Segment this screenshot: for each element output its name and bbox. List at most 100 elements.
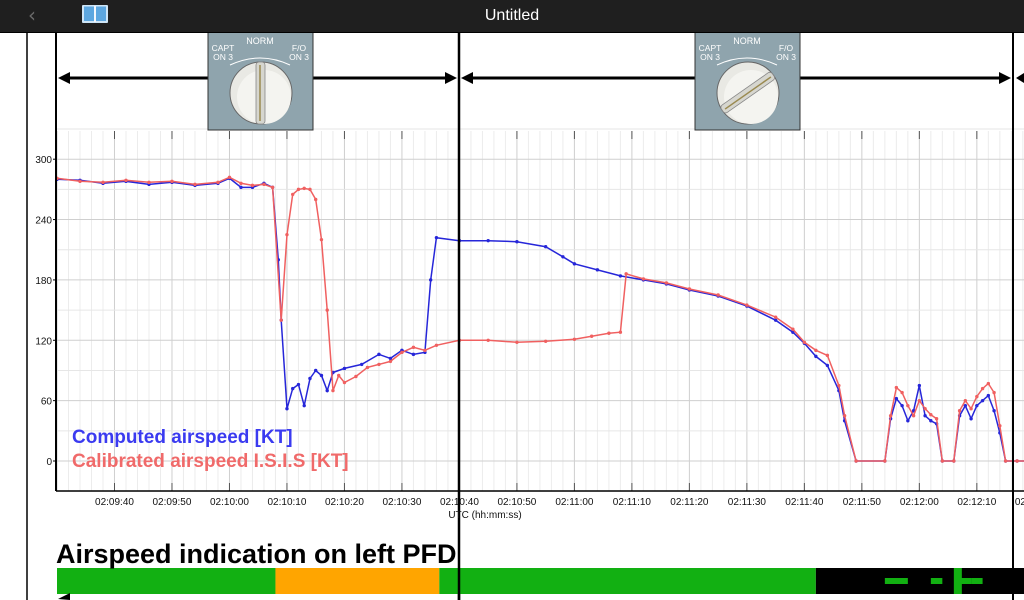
- knob-label-fo-on3: ON 3: [776, 52, 796, 62]
- data-point-1: [911, 414, 916, 418]
- data-point-0: [825, 363, 830, 368]
- data-point-0: [595, 268, 600, 272]
- data-point-1: [1003, 459, 1008, 463]
- pfd-blip: [953, 568, 962, 594]
- x-tick-label: 02:10:20: [325, 497, 364, 508]
- phase-arrow-1-head-right: [445, 72, 457, 84]
- y-tick-label: 300: [35, 155, 52, 166]
- data-point-1: [515, 340, 519, 344]
- phase-arrow-2-head-right: [999, 72, 1011, 84]
- data-point-1: [302, 186, 306, 191]
- data-point-1: [170, 179, 174, 184]
- data-point-1: [745, 303, 749, 307]
- chevron-left-icon[interactable]: ‹: [28, 3, 36, 27]
- data-point-1: [992, 390, 996, 395]
- x-tick-label: 02:12:00: [900, 497, 939, 508]
- knob-label-fo: F/O: [292, 43, 307, 53]
- data-point-0: [291, 386, 295, 391]
- x-tick-label: 02:11:30: [728, 497, 767, 508]
- data-point-1: [624, 272, 628, 276]
- data-point-1: [101, 180, 105, 185]
- data-point-1: [388, 359, 393, 364]
- data-point-1: [285, 232, 289, 237]
- data-point-1: [618, 330, 623, 334]
- x-tick-label: 02:11:20: [670, 497, 709, 508]
- data-point-0: [308, 376, 312, 381]
- data-point-1: [894, 385, 899, 390]
- book-icon[interactable]: [82, 4, 108, 24]
- data-point-0: [486, 238, 490, 243]
- data-point-0: [434, 235, 439, 240]
- data-point-1: [940, 459, 945, 463]
- data-point-1: [802, 340, 807, 344]
- data-point-1: [411, 345, 416, 350]
- data-point-1: [641, 277, 646, 281]
- data-point-1: [664, 281, 669, 285]
- x-tick-label: 02:10:30: [382, 497, 421, 508]
- data-point-1: [543, 339, 548, 343]
- data-point-1: [193, 182, 197, 187]
- data-point-0: [980, 398, 985, 403]
- data-point-1: [1015, 459, 1019, 463]
- data-point-1: [998, 424, 1002, 428]
- pfd-arrow-head: [58, 593, 70, 600]
- data-point-1: [365, 365, 370, 370]
- data-point-1: [842, 414, 847, 418]
- x-tick-label: 02:12:10: [957, 497, 996, 508]
- x-tick-label: 02:10:10: [267, 497, 306, 508]
- y-tick-label: 240: [35, 216, 52, 227]
- data-point-1: [337, 373, 341, 378]
- knob-label-capt-on3: ON 3: [700, 52, 720, 62]
- title-bar: ‹ Untitled: [0, 0, 1024, 33]
- data-point-1: [986, 381, 991, 386]
- airspeed-chart: 0 60 120 180 240 300 02:09:40 02:09:50 02:10:00…: [26, 33, 1024, 600]
- data-point-1: [906, 403, 910, 408]
- data-point-0: [314, 368, 318, 373]
- data-point-1: [296, 187, 301, 192]
- data-point-0: [239, 185, 243, 190]
- data-point-0: [296, 382, 301, 387]
- data-point-1: [825, 353, 830, 358]
- data-point-1: [888, 414, 893, 418]
- data-point-1: [216, 180, 220, 185]
- data-point-0: [388, 356, 393, 361]
- data-point-0: [285, 406, 289, 411]
- document-page: 0 60 120 180 240 300 02:09:40 02:09:50 02:10:00…: [0, 33, 1024, 600]
- data-point-1: [975, 394, 979, 399]
- data-point-1: [883, 459, 887, 463]
- data-point-1: [325, 308, 329, 312]
- data-point-1: [589, 334, 594, 338]
- data-point-1: [124, 178, 128, 183]
- data-point-1: [147, 180, 151, 185]
- data-point-1: [791, 327, 795, 331]
- data-point-0: [411, 352, 416, 357]
- phase-arrow-2-head-left: [461, 72, 473, 84]
- x-axis-label: UTC (hh:mm:ss): [448, 510, 522, 521]
- air-data-selector-knob: AIR DATANORMCAPTON 3F/OON 3: [694, 33, 801, 131]
- phase-arrow-1-head-left: [58, 72, 70, 84]
- data-point-0: [543, 245, 548, 249]
- data-point-0: [515, 239, 519, 244]
- data-point-1: [929, 413, 933, 417]
- data-point-1: [934, 417, 939, 421]
- knob-label-capt: CAPT: [212, 43, 235, 53]
- pfd-segment: [57, 568, 276, 594]
- data-point-1: [354, 374, 358, 379]
- data-point-0: [325, 388, 329, 393]
- data-point-1: [969, 406, 973, 411]
- pfd-dash: [971, 578, 983, 584]
- data-point-0: [900, 403, 904, 408]
- x-tick-label: 02:09:50: [153, 497, 192, 508]
- data-point-1: [400, 350, 404, 355]
- x-tick-label: 02:11:40: [785, 497, 824, 508]
- data-point-1: [319, 237, 324, 242]
- data-point-1: [423, 348, 427, 353]
- legend-computed-airspeed: Computed airspeed [KT]: [72, 427, 293, 448]
- data-point-0: [963, 403, 968, 408]
- data-point-0: [618, 274, 623, 278]
- data-point-0: [791, 330, 795, 334]
- y-tick-label: 60: [41, 397, 53, 408]
- pfd-segment: [439, 568, 816, 594]
- window-title: Untitled: [484, 7, 540, 24]
- y-tick-label: 120: [35, 336, 52, 347]
